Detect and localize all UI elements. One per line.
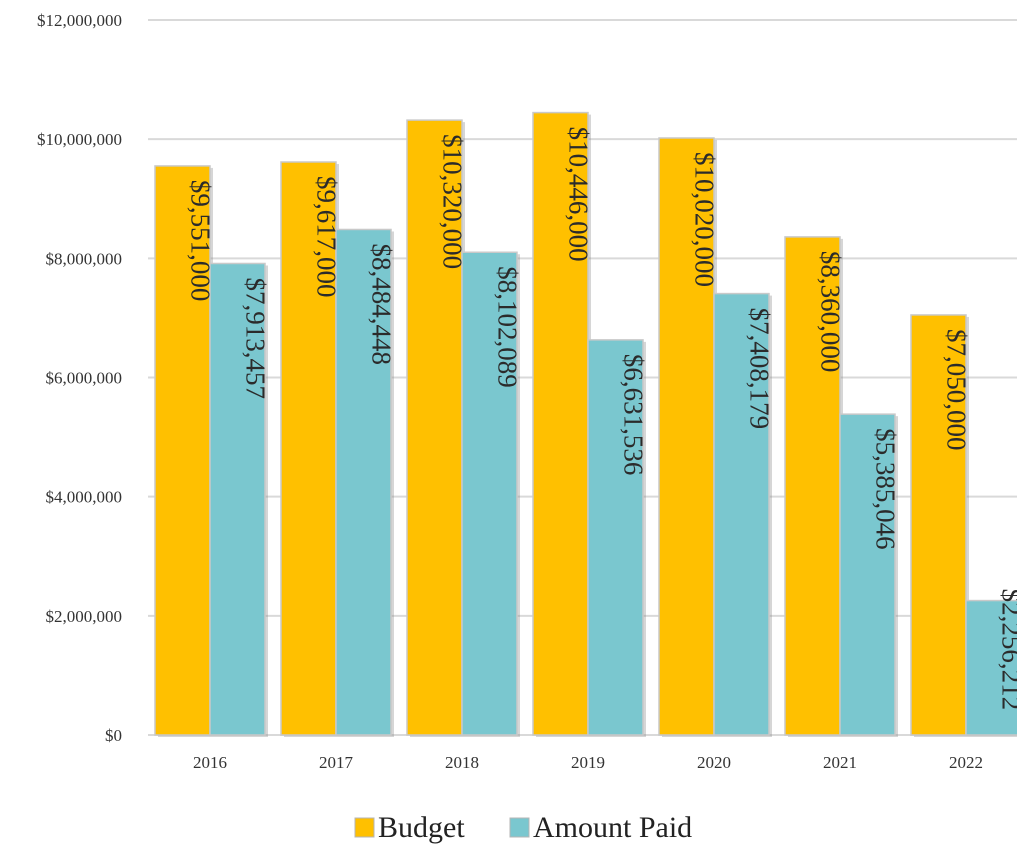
data-label: $7,408,179: [745, 308, 775, 430]
y-tick-label: $12,000,000: [37, 11, 122, 30]
legend-label: Budget: [378, 811, 465, 844]
bar-budget-2020: [658, 137, 715, 736]
y-tick-label: $4,000,000: [46, 488, 123, 507]
legend-swatch-amount-paid: [509, 817, 530, 838]
bar-budget-2021: [784, 236, 841, 736]
legend-swatch-budget: [354, 817, 375, 838]
data-label: $9,551,000: [186, 180, 216, 302]
bar-amount-paid-2022: [965, 599, 1017, 736]
bar-budget-2017: [280, 161, 337, 736]
data-label: $2,256,212: [997, 589, 1017, 711]
x-tick-label: 2020: [697, 753, 731, 772]
bar-budget-2018: [406, 119, 463, 736]
data-label: $8,102,089: [493, 266, 523, 388]
bar-amount-paid-2020: [713, 292, 770, 736]
bars: [154, 111, 1017, 738]
y-tick-label: $6,000,000: [46, 369, 123, 388]
x-axis-ticks: 2016 2017 2018 2019 2020 2021 2022: [193, 753, 983, 772]
x-tick-label: 2022: [949, 753, 983, 772]
y-tick-label: $0: [105, 726, 122, 745]
bar-amount-paid-2018: [461, 251, 518, 736]
y-tick-label: $10,000,000: [37, 130, 122, 149]
x-tick-label: 2019: [571, 753, 605, 772]
bar-amount-paid-2019: [587, 339, 644, 736]
legend-label: Amount Paid: [533, 811, 692, 844]
bar-amount-paid-2016: [209, 262, 266, 736]
data-label: $5,385,046: [871, 428, 901, 549]
x-tick-label: 2016: [193, 753, 227, 772]
data-label: $9,617,000: [312, 176, 342, 297]
bar-budget-2022: [910, 314, 967, 736]
data-label: $10,446,000: [564, 127, 594, 262]
data-label: $10,020,000: [690, 152, 720, 287]
data-label: $6,631,536: [619, 354, 649, 476]
data-labels: $9,551,000 $7,913,457 $9,617,000 $8,484,448…: [186, 127, 1017, 710]
data-label: $7,050,000: [942, 329, 972, 451]
bar-amount-paid-2021: [839, 413, 896, 736]
x-tick-label: 2018: [445, 753, 479, 772]
legend: Budget Amount Paid: [354, 811, 692, 844]
y-tick-label: $8,000,000: [46, 249, 123, 268]
y-axis-ticks: $0 $2,000,000 $4,000,000 $6,000,000 $8,000,0…: [37, 11, 122, 745]
data-label: $7,913,457: [241, 277, 271, 399]
data-label: $8,484,448: [367, 243, 397, 365]
bar-budget-2016: [154, 165, 211, 736]
data-label: $10,320,000: [438, 134, 468, 269]
bar-budget-2019: [532, 111, 589, 736]
x-tick-label: 2017: [319, 753, 354, 772]
x-tick-label: 2021: [823, 753, 857, 772]
data-label: $8,360,000: [816, 251, 846, 373]
bar-amount-paid-2017: [335, 228, 392, 736]
y-tick-label: $2,000,000: [46, 607, 123, 626]
